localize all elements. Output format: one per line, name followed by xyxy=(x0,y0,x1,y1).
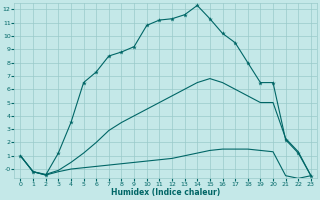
X-axis label: Humidex (Indice chaleur): Humidex (Indice chaleur) xyxy=(111,188,220,197)
